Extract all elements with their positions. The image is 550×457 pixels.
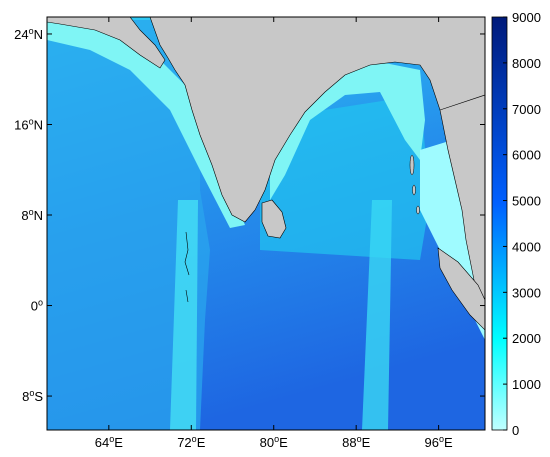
colorbar-tick-label: 3000 <box>512 285 541 300</box>
colorbar <box>491 16 508 431</box>
land-sumatra <box>437 247 485 331</box>
chagos-laccadive-ridge <box>170 200 198 430</box>
ocean-field <box>47 17 485 430</box>
colorbar-tick-label: 7000 <box>512 102 541 117</box>
colorbar-ticks: 0 1000 2000 3000 4000 5000 6000 7000 8000 9000 <box>503 10 541 438</box>
y-tick-label: 0o <box>31 298 43 314</box>
colorbar-tick-label: 1000 <box>512 377 541 392</box>
colorbar-tick-label: 5000 <box>512 194 541 209</box>
x-tick-label: 64oE <box>95 434 123 450</box>
x-tick-label: 72oE <box>177 434 205 450</box>
arabian-shelf <box>47 20 245 228</box>
colorbar-tick-label: 2000 <box>512 331 541 346</box>
bengal-shelf <box>270 62 425 200</box>
x-tick-label: 88oE <box>342 434 370 450</box>
land-sri-lanka <box>261 199 287 239</box>
colorbar-tick-label: 9000 <box>512 10 541 25</box>
plot-frame <box>46 16 486 431</box>
arabian-sea-mid <box>47 20 210 430</box>
y-axis-ticks: 24oN 16oN 8oN 0o 8oS <box>14 26 485 404</box>
y-tick-label: 8oN <box>21 207 43 223</box>
y-tick-label: 24oN <box>14 26 43 42</box>
colorbar-tick-label: 0 <box>512 423 519 438</box>
x-tick-label: 80oE <box>260 434 288 450</box>
colorbar-tick-label: 4000 <box>512 239 541 254</box>
land-northwest <box>47 17 166 69</box>
andaman-islands <box>409 154 420 215</box>
ninetyeast-ridge <box>362 200 392 430</box>
y-tick-label: 8oS <box>22 388 43 404</box>
colorbar-tick-label: 6000 <box>512 148 541 163</box>
x-axis-ticks: 64oE 72oE 80oE 88oE 96oE <box>95 17 453 450</box>
land-southeast-asia <box>439 94 485 311</box>
colorbar-tick-label: 8000 <box>512 56 541 71</box>
x-tick-label: 96oE <box>425 434 453 450</box>
maldives-islands <box>184 231 190 303</box>
y-tick-label: 16oN <box>14 116 43 132</box>
